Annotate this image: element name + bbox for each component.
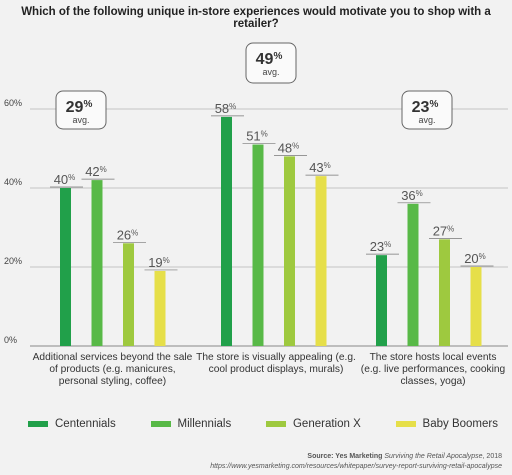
legend-item-centennials: Centennials bbox=[28, 418, 116, 430]
legend-swatch bbox=[28, 421, 48, 427]
percent-sign: % bbox=[163, 256, 170, 265]
percent-sign: % bbox=[324, 161, 331, 170]
percent-sign: % bbox=[68, 173, 75, 182]
bar-value-label: 48% bbox=[278, 140, 300, 155]
source-title: Surviving the Retail Apocalypse bbox=[384, 453, 483, 460]
percent-sign: % bbox=[416, 189, 423, 198]
bar-value-label: 19% bbox=[148, 255, 170, 270]
chart-title: Which of the following unique in-store e… bbox=[21, 6, 491, 30]
bar bbox=[376, 255, 387, 346]
average-box bbox=[55, 90, 107, 130]
legend: Centennials Millennials Generation X Bab… bbox=[28, 418, 498, 430]
legend-item-generation-x: Generation X bbox=[265, 418, 361, 430]
average-label: avg. bbox=[418, 115, 435, 125]
bar-value-label: 42% bbox=[85, 164, 107, 179]
percent-sign: % bbox=[273, 51, 282, 62]
percent-sign: % bbox=[131, 228, 138, 237]
bar bbox=[315, 176, 327, 346]
average-box bbox=[401, 90, 453, 130]
legend-swatch bbox=[150, 421, 171, 427]
percent-sign: % bbox=[100, 165, 107, 174]
y-tick-label: 0% bbox=[4, 335, 17, 345]
bar-value-label: 20% bbox=[464, 251, 486, 266]
bar-value-label: 36% bbox=[401, 188, 423, 203]
bar bbox=[284, 156, 295, 346]
bar bbox=[221, 116, 232, 347]
source-prefix: Source: Yes Marketing bbox=[307, 453, 383, 460]
percent-sign: % bbox=[229, 102, 236, 111]
percent-sign: % bbox=[479, 252, 486, 261]
source-note: Source: Yes Marketing Surviving the Reta… bbox=[210, 452, 502, 472]
legend-label: Centennials bbox=[55, 418, 116, 430]
legend-label: Baby Boomers bbox=[422, 418, 498, 430]
bar bbox=[470, 267, 482, 346]
y-tick-label: 40% bbox=[4, 177, 22, 187]
percent-sign: % bbox=[83, 99, 92, 110]
source-url: https://www.yesmarketing.com/resources/w… bbox=[210, 463, 502, 470]
y-tick-label: 60% bbox=[4, 98, 22, 108]
bar-value-label: 23% bbox=[370, 239, 392, 254]
average-label: avg. bbox=[72, 115, 89, 125]
legend-label: Generation X bbox=[292, 418, 361, 430]
bar-value-label: 26% bbox=[117, 227, 139, 242]
percent-sign: % bbox=[429, 99, 438, 110]
average-box bbox=[245, 42, 297, 84]
legend-swatch bbox=[395, 421, 416, 427]
bar bbox=[60, 188, 71, 346]
bar-value-label: 51% bbox=[246, 129, 268, 144]
bar-value-label: 27% bbox=[433, 223, 455, 238]
legend-label: Millennials bbox=[177, 418, 232, 430]
category-label-2: The store hosts local events (e.g. live … bbox=[360, 352, 506, 387]
bar bbox=[91, 180, 103, 346]
bar-value-label: 58% bbox=[215, 101, 237, 116]
bar bbox=[439, 239, 450, 346]
legend-item-millennials: Millennials bbox=[150, 418, 232, 430]
y-tick-label: 20% bbox=[4, 256, 22, 266]
percent-sign: % bbox=[292, 141, 299, 150]
bar-value-label: 43% bbox=[309, 160, 331, 175]
category-label-0: Additional services beyond the sale of p… bbox=[32, 352, 193, 387]
bar bbox=[407, 203, 419, 346]
bar-value-label: 40% bbox=[54, 172, 76, 187]
bar bbox=[154, 270, 166, 346]
percent-sign: % bbox=[261, 130, 268, 139]
bar bbox=[252, 144, 264, 346]
legend-swatch bbox=[265, 421, 286, 427]
category-label-1: The store is visually appealing (e.g. co… bbox=[196, 352, 356, 375]
average-label: avg. bbox=[262, 67, 279, 77]
percent-sign: % bbox=[447, 224, 454, 233]
source-year: , 2018 bbox=[482, 453, 502, 460]
percent-sign: % bbox=[384, 240, 391, 249]
legend-item-baby-boomers: Baby Boomers bbox=[395, 418, 498, 430]
bar bbox=[123, 243, 134, 346]
